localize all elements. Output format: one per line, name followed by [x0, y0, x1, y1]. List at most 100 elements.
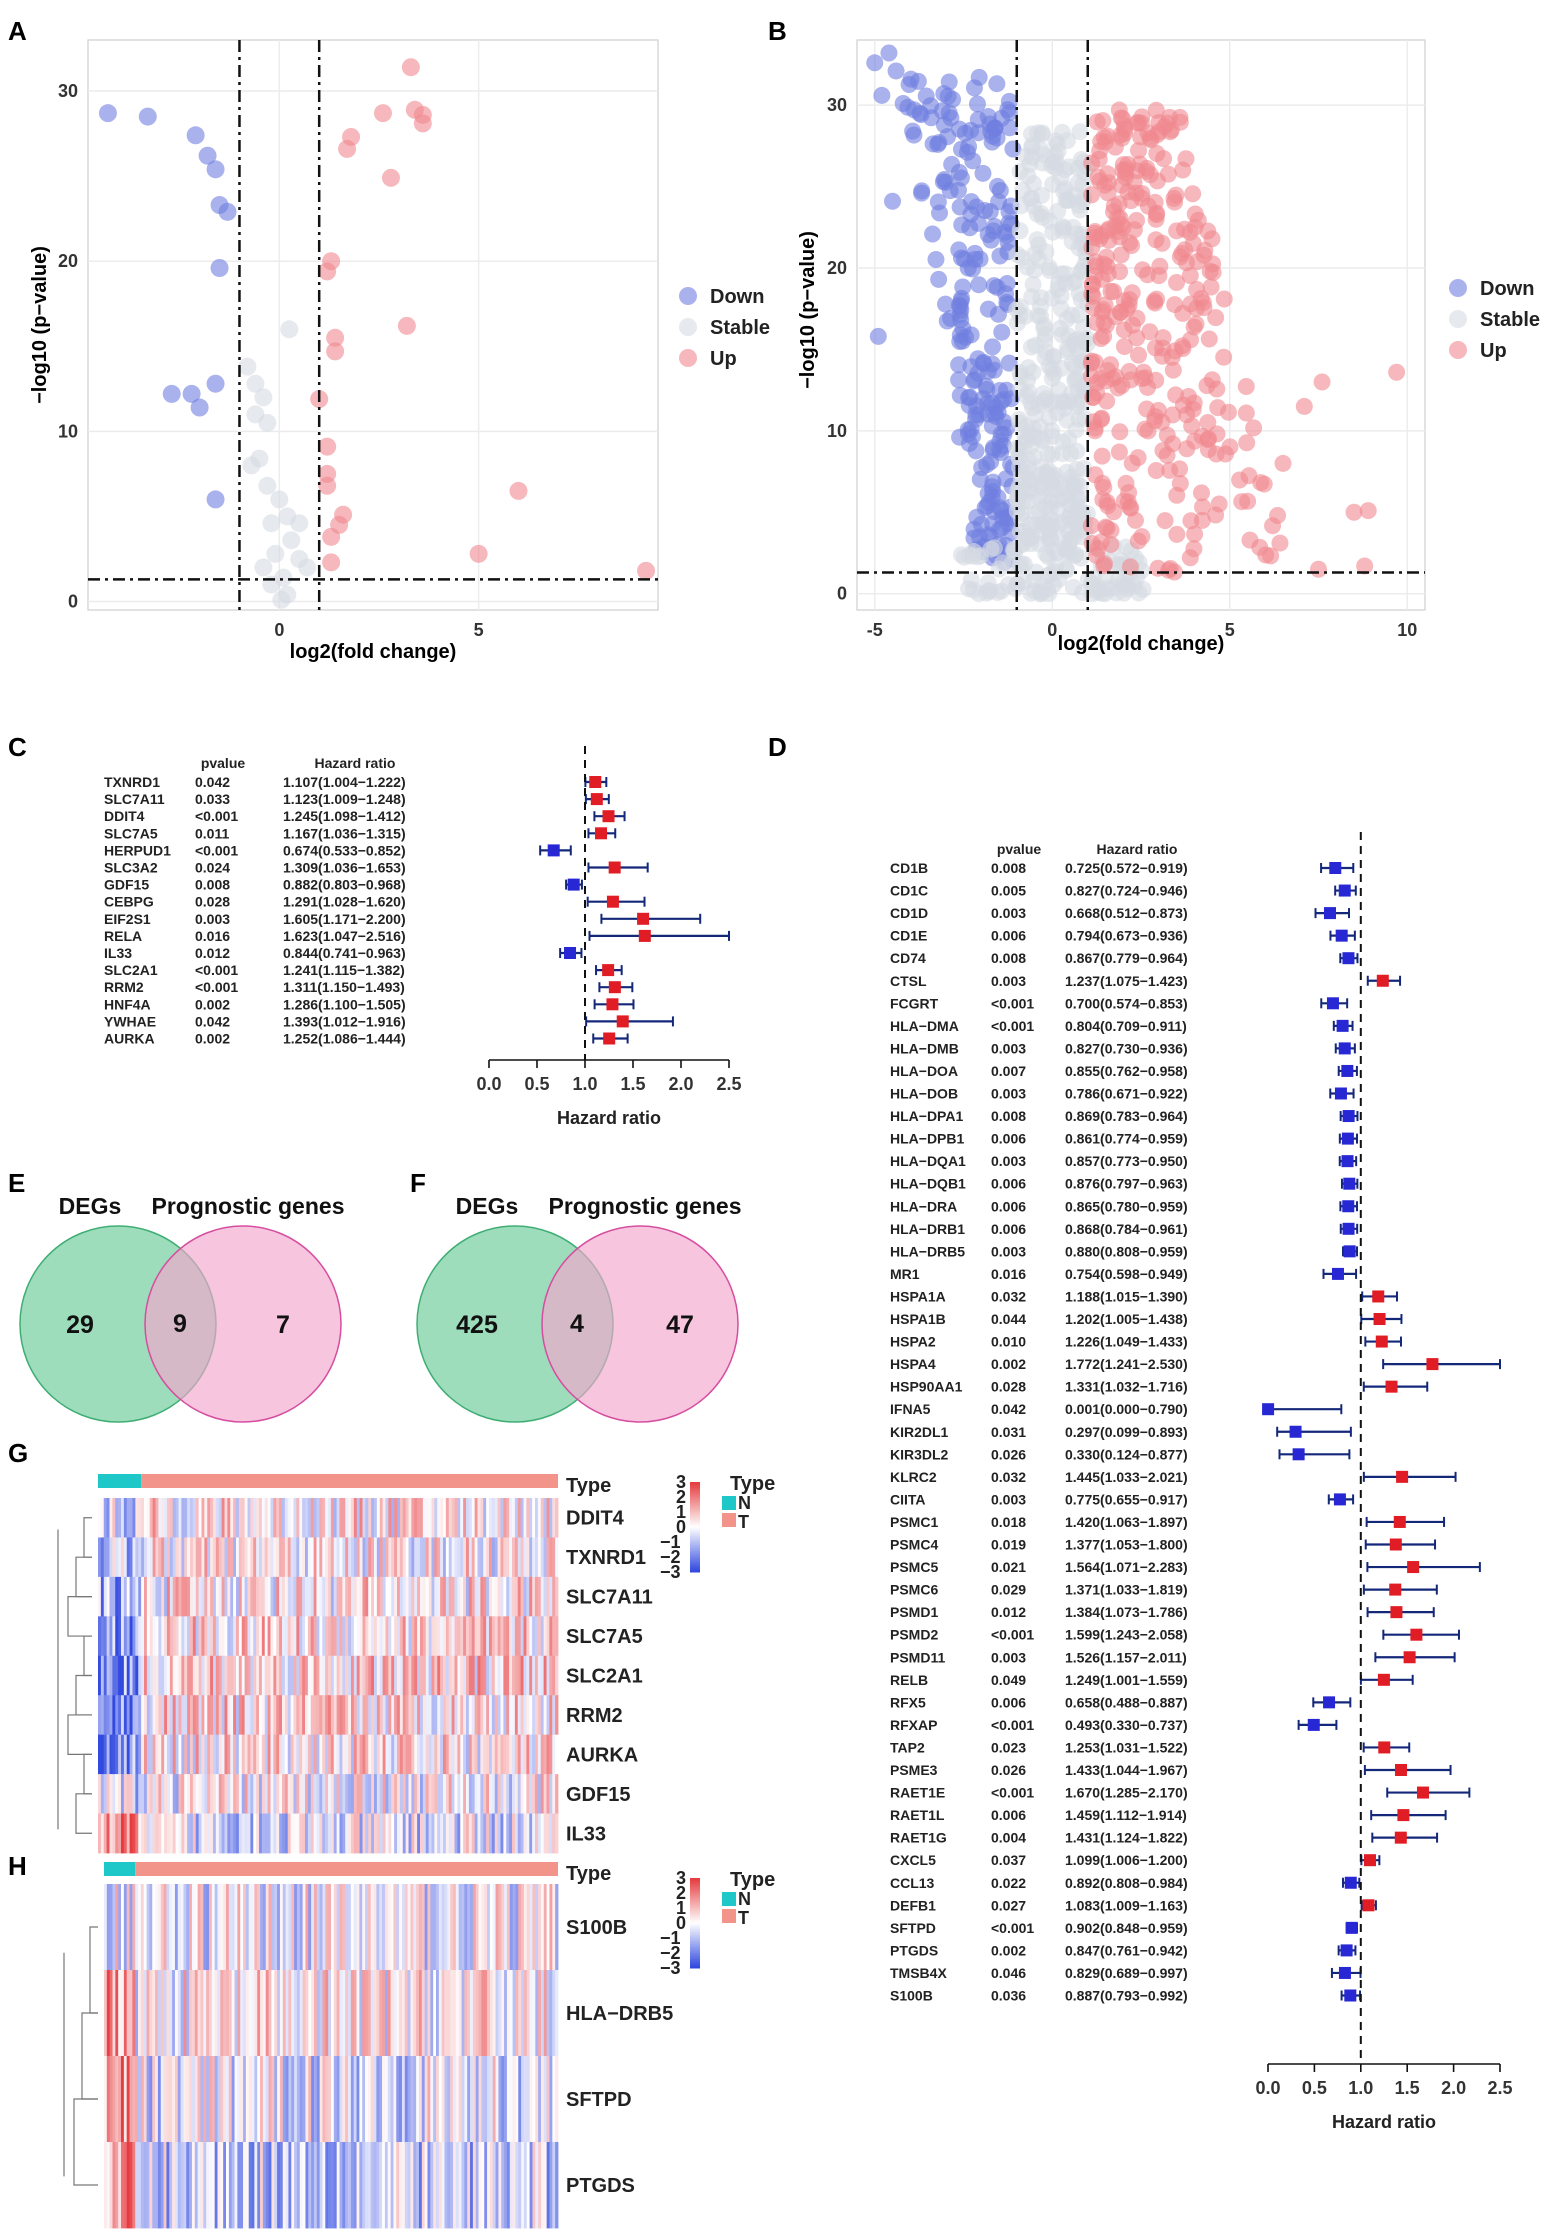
scale-tick-label: 1 [676, 1502, 686, 1522]
heat-cell [220, 1884, 224, 1971]
heat-cell [103, 1616, 108, 1657]
heat-cell [305, 1695, 309, 1736]
heat-cell [177, 2142, 182, 2229]
heat-cell [152, 2056, 156, 2143]
heat-cell [503, 1813, 507, 1854]
heat-cell [457, 1813, 461, 1854]
heat-cell [411, 1655, 415, 1696]
row-gene: HSPA4 [890, 1356, 936, 1372]
heat-cell [345, 1616, 349, 1657]
heat-cell [434, 1498, 438, 1538]
heat-cell [374, 1576, 378, 1617]
heat-cell [425, 1537, 430, 1578]
heat-cell [362, 1884, 366, 1971]
x-tick-label: 1.0 [572, 1074, 597, 1094]
heat-cell [543, 2142, 548, 2229]
heat-cell [227, 1576, 231, 1617]
scale-gradient-step [690, 1545, 700, 1547]
row-gene: YWHAE [104, 1013, 156, 1029]
point-down [984, 439, 1002, 457]
heat-cell [325, 1655, 329, 1696]
row-label: SLC7A5 [566, 1626, 643, 1648]
row-pvalue: 0.003 [991, 973, 1026, 989]
heat-cell [443, 1537, 447, 1578]
point-down [218, 202, 237, 221]
heat-cell [540, 1695, 545, 1736]
point-down [979, 362, 997, 380]
heat-cell [100, 1576, 105, 1617]
heat-cell [135, 1970, 139, 2057]
hr-point [608, 861, 621, 874]
heat-cell [339, 2142, 343, 2229]
heat-cell [104, 2142, 108, 2229]
heat-cell [220, 1970, 224, 2057]
heat-cell [149, 1576, 154, 1617]
heat-cell [227, 1695, 231, 1736]
heat-cell [234, 2142, 238, 2229]
heat-cell [307, 1774, 312, 1814]
heat-cell [322, 1695, 326, 1736]
heat-cell [523, 1498, 527, 1538]
heat-cell [457, 1576, 461, 1617]
row-gene: PSMC5 [890, 1559, 938, 1575]
row-hr-text: 1.252(1.086−1.444) [283, 1031, 406, 1047]
hr-point [602, 964, 615, 977]
heat-cell [169, 2056, 173, 2143]
heat-cell [408, 1616, 412, 1657]
heat-cell [438, 2056, 443, 2143]
point-stable [990, 560, 1008, 578]
x-axis-label-a: log2(fold change) [290, 641, 457, 663]
heat-cell [431, 1813, 435, 1854]
row-pvalue: <0.001 [991, 1785, 1034, 1801]
scale-gradient-step [690, 1513, 700, 1516]
row-gene: HLA−DPB1 [890, 1131, 965, 1147]
row-pvalue: 0.003 [991, 1040, 1026, 1056]
heat-cell [282, 1813, 286, 1854]
heat-cell [422, 1655, 427, 1696]
heat-cell [368, 1734, 372, 1775]
heat-cell [526, 1813, 530, 1854]
heat-cell [336, 1734, 340, 1775]
hr-point [1390, 1606, 1403, 1619]
point-stable [1011, 222, 1029, 240]
heat-cell [201, 1576, 205, 1617]
heat-cell [359, 2056, 363, 2143]
heat-cell [362, 1734, 366, 1775]
heat-cell [411, 1695, 415, 1736]
heat-cell [512, 1774, 516, 1814]
heat-cell [270, 1774, 274, 1814]
heat-cell [399, 1884, 403, 1971]
venn-count-both: 4 [570, 1310, 584, 1338]
threshold-lines-b [857, 40, 1425, 610]
heat-cell [549, 2142, 553, 2229]
row-gene: HLA−DMA [890, 1018, 959, 1034]
heat-cell [333, 1813, 338, 1854]
heat-cell [282, 1774, 286, 1814]
heat-cell [190, 1537, 194, 1578]
heat-cell [276, 1537, 280, 1578]
point-down [935, 85, 953, 103]
heat-cell [520, 1537, 524, 1578]
heat-cell [183, 1884, 187, 1971]
heat-cell [112, 1695, 116, 1736]
heat-cell [233, 1576, 237, 1617]
point-stable [1053, 326, 1071, 344]
heat-cell [517, 1734, 522, 1775]
heat-cell [100, 1655, 105, 1696]
heat-cell [98, 1813, 102, 1854]
scale-gradient-step [690, 1495, 700, 1498]
heat-cell [523, 1537, 527, 1578]
row-hr-text: 0.880(0.808−0.959) [1065, 1243, 1188, 1259]
heat-cell [384, 1970, 389, 2057]
heat-cell [138, 1813, 142, 1854]
heat-cell [328, 1813, 332, 1854]
heat-cell [158, 1655, 162, 1696]
row-pvalue: 0.042 [195, 1013, 230, 1029]
heat-cell [132, 1616, 136, 1657]
heat-cell [455, 1884, 460, 1971]
heat-cell [331, 2056, 335, 2143]
point-stable [1043, 289, 1061, 307]
heat-cell [174, 2056, 179, 2143]
heat-cell [189, 1884, 193, 1971]
heat-cell [440, 1734, 444, 1775]
